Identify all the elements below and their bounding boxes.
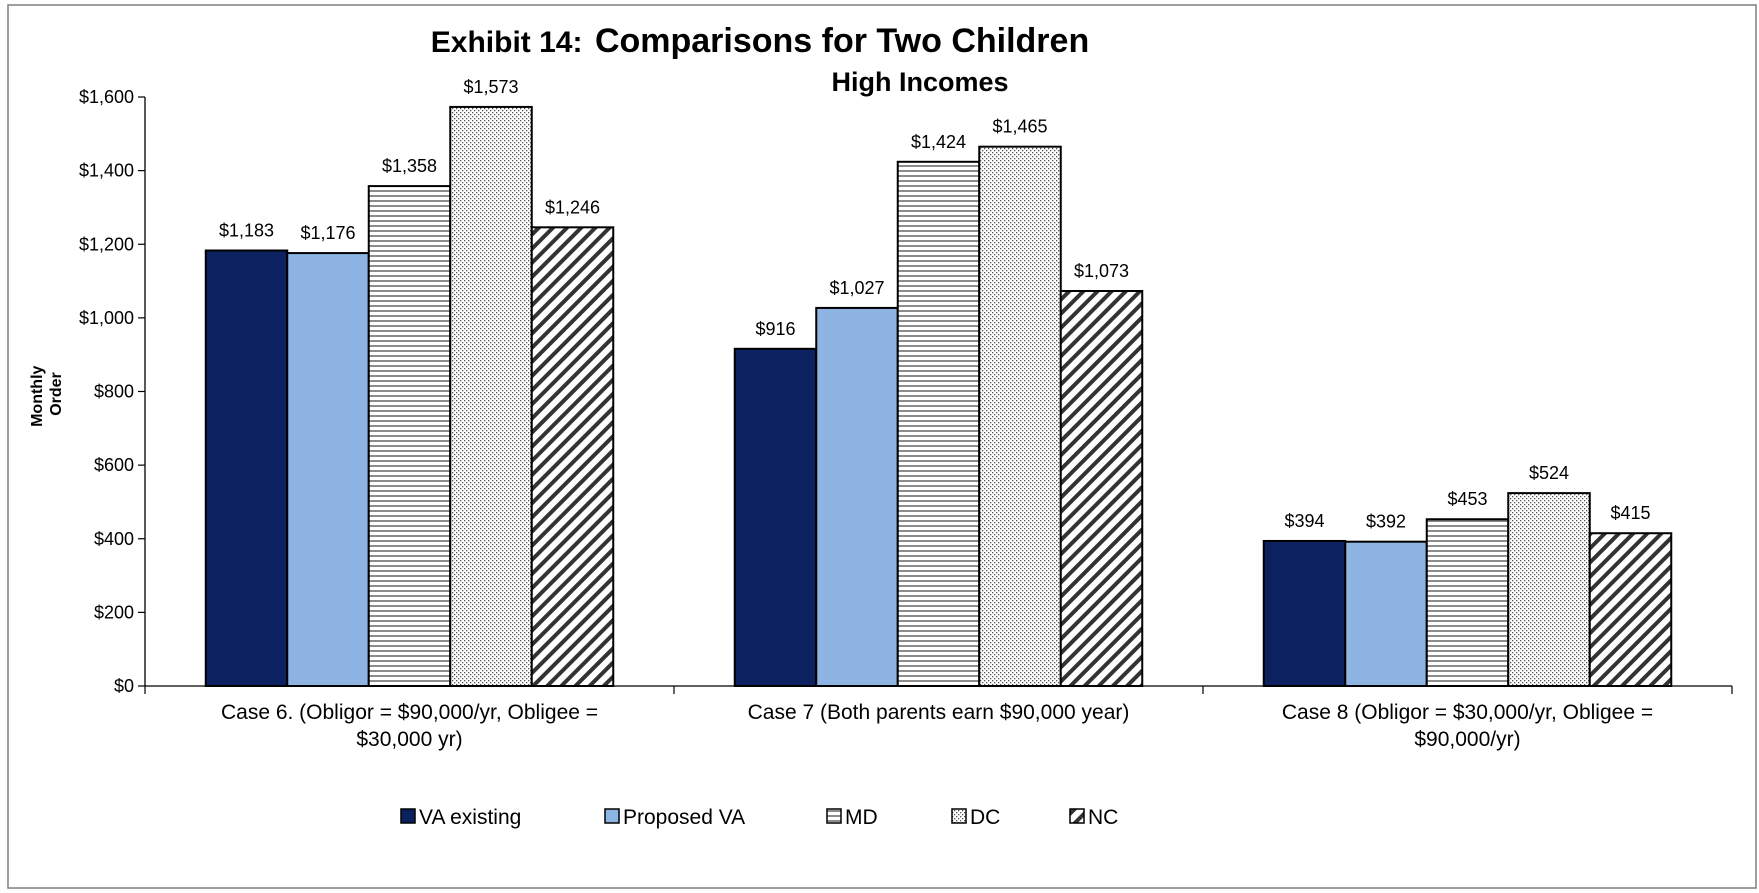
data-label: $524: [1529, 463, 1569, 483]
legend-swatch: [1069, 808, 1085, 824]
y-tick-label: $0: [114, 676, 134, 696]
y-tick-label: $200: [94, 602, 134, 622]
x-category-label: Case 8 (Obligor = $30,000/yr, Obligee = $…: [1282, 701, 1653, 751]
bar: [1059, 290, 1144, 687]
bar: [367, 185, 452, 687]
data-label: $916: [755, 319, 795, 339]
bar: [1425, 518, 1510, 687]
legend-label: VA existing: [419, 806, 521, 829]
y-tick-label: $600: [94, 455, 134, 475]
legend-swatch: [951, 808, 967, 824]
y-tick-label: $1,600: [79, 87, 134, 107]
y-axis-label-line-2: Order: [48, 372, 65, 416]
legend-swatch: [826, 808, 842, 824]
axes: $0 $200 $400 $600 $800 $1,000 $1,200 $1,400 $1,6…: [79, 87, 1733, 696]
bar: [1507, 492, 1591, 688]
y-axis-label-line-1: Monthly: [29, 365, 46, 426]
data-label: $1,465: [992, 117, 1047, 137]
data-label: $1,027: [829, 278, 884, 298]
bar: [978, 145, 1062, 687]
x-category-label-line: $90,000/yr): [1414, 728, 1520, 751]
y-tick-label: $400: [94, 529, 134, 549]
x-category-label-line: $30,000 yr): [356, 728, 462, 751]
x-category-label-line: Case 7 (Both parents earn $90,000 year): [748, 701, 1130, 724]
data-label: $1,424: [911, 132, 966, 152]
legend-label: DC: [970, 806, 1000, 829]
category-labels: Case 6. (Obligor = $90,000/yr, Obligee =…: [221, 701, 1653, 751]
legend-label: NC: [1088, 806, 1118, 829]
data-label: $1,358: [382, 156, 437, 176]
data-label: $1,573: [463, 77, 518, 97]
x-category-label: Case 7 (Both parents earn $90,000 year): [748, 701, 1130, 724]
data-labels: $1,183 $916 $394 $1,176 $1,027 $392 $1,358 $1,4…: [219, 77, 1651, 532]
x-category-label-line: Case 8 (Obligor = $30,000/yr, Obligee =: [1282, 701, 1653, 724]
y-tick-label: $800: [94, 382, 134, 402]
chart-title: Exhibit 14: Comparisons for Two Children: [431, 22, 1089, 60]
bars: [204, 105, 1673, 688]
data-label: $394: [1284, 511, 1324, 531]
bar: [733, 347, 818, 687]
bar: [815, 306, 899, 687]
legend: VA existing Proposed VA MD DC NC: [400, 806, 1118, 829]
data-label: $1,183: [219, 221, 274, 241]
data-label: $1,246: [545, 197, 600, 217]
bar: [1588, 532, 1673, 688]
legend-swatch: [604, 808, 620, 824]
y-tick-label: $1,400: [79, 161, 134, 181]
bar: [530, 226, 615, 687]
chart-title-main: Comparisons for Two Children: [595, 22, 1089, 60]
y-axis-label: Monthly Order: [29, 361, 65, 427]
bar: [286, 252, 370, 688]
data-label: $415: [1610, 503, 1650, 523]
legend-label: Proposed VA: [623, 806, 745, 829]
x-category-label-line: Case 6. (Obligor = $90,000/yr, Obligee =: [221, 701, 598, 724]
bar: [896, 160, 981, 688]
chart-subtitle: High Incomes: [831, 67, 1008, 97]
x-category-label: Case 6. (Obligor = $90,000/yr, Obligee =…: [221, 701, 598, 751]
data-label: $1,073: [1074, 261, 1129, 281]
y-tick-label: $1,000: [79, 308, 134, 328]
bar: [204, 249, 289, 687]
legend-label: MD: [845, 806, 878, 829]
bar: [1262, 539, 1347, 687]
bar: [449, 105, 533, 687]
chart-title-prefix: Exhibit 14:: [431, 26, 583, 59]
data-label: $453: [1447, 489, 1487, 509]
data-label: $1,176: [300, 223, 355, 243]
data-label: $392: [1366, 512, 1406, 532]
legend-swatch: [400, 808, 416, 824]
bar: [1344, 540, 1428, 687]
y-tick-label: $1,200: [79, 234, 134, 254]
